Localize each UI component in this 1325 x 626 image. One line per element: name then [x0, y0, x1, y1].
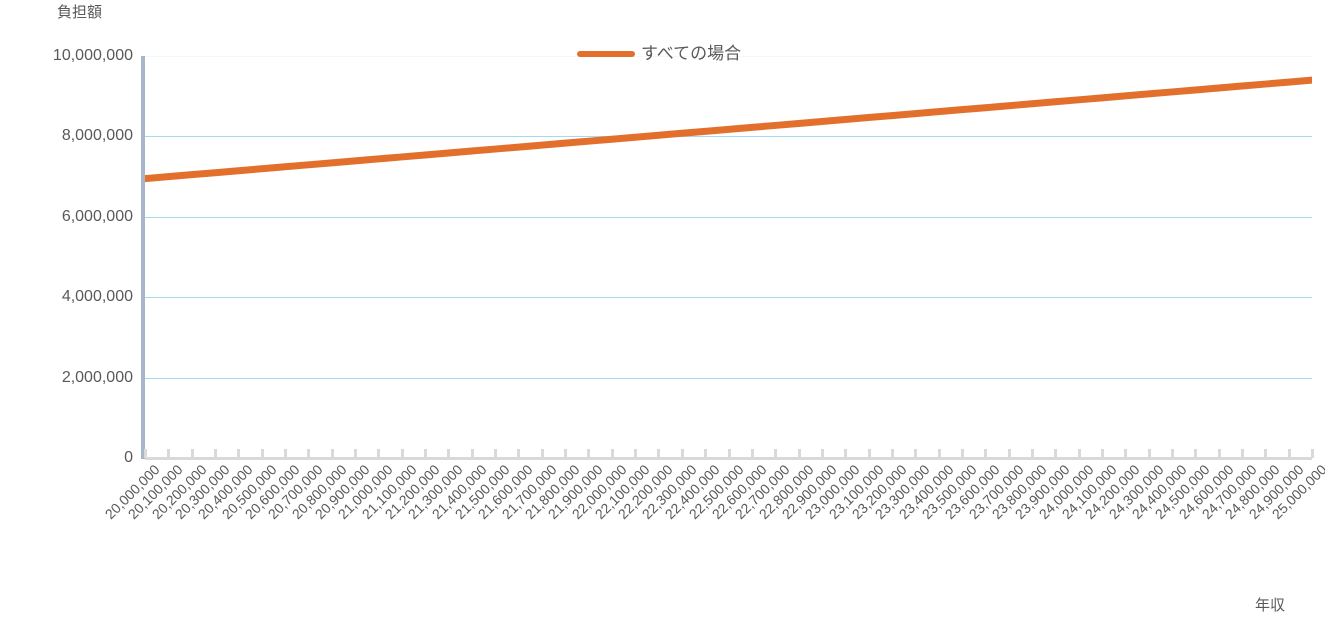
x-axis-tick: [680, 449, 684, 458]
x-axis-tick: [237, 449, 241, 458]
x-axis-tick: [260, 449, 264, 458]
x-axis-tick: [960, 449, 964, 458]
x-axis-tick: [494, 449, 498, 458]
x-axis-tick: [540, 449, 544, 458]
x-axis-tick: [377, 449, 381, 458]
gridline: [145, 297, 1312, 299]
x-axis-tick: [1007, 449, 1011, 458]
x-axis-tick: [354, 449, 358, 458]
x-axis-tick: [704, 449, 708, 458]
x-axis-tick: [1147, 449, 1151, 458]
gridline: [145, 136, 1312, 138]
x-axis-tick: [890, 449, 894, 458]
x-axis-tick: [517, 449, 521, 458]
series-line-すべての場合: [145, 76, 1312, 183]
x-axis-line: [145, 457, 1312, 460]
x-axis-tick: [1194, 449, 1198, 458]
y-axis-tick-label: 4,000,000: [61, 288, 133, 306]
legend-item-label: すべての場合: [641, 44, 742, 63]
plot-area: [145, 56, 1312, 459]
x-axis-tick: [1217, 449, 1221, 458]
x-axis-tick: [1077, 449, 1081, 458]
x-axis-tick: [914, 449, 918, 458]
x-axis-tick: [167, 449, 171, 458]
x-axis-tick: [1054, 449, 1058, 458]
x-axis-tick: [1030, 449, 1034, 458]
gridline: [145, 377, 1312, 379]
x-axis-tick: [330, 449, 334, 458]
gridline: [145, 216, 1312, 218]
x-axis-tick: [214, 449, 218, 458]
x-axis-tick: [307, 449, 311, 458]
y-axis-tick-label: 2,000,000: [61, 368, 133, 386]
x-axis-tick: [867, 449, 871, 458]
x-axis-tick: [424, 449, 428, 458]
x-axis-tick: [470, 449, 474, 458]
x-axis-tick: [400, 449, 404, 458]
x-axis-tick: [750, 449, 754, 458]
x-axis-tick-labels: 20,000,000 20,100,000 20,200,000 20,300,000…: [102, 461, 1325, 622]
x-axis-tick: [727, 449, 731, 458]
y-axis-tick-label: 10,000,000: [52, 47, 133, 64]
legend-line-marker-icon: [577, 51, 635, 57]
x-axis-tick: [657, 449, 661, 458]
gridline: [145, 56, 1312, 57]
x-axis-tick: [774, 449, 778, 458]
y-axis-tick-label: 6,000,000: [61, 207, 133, 225]
x-axis-tick: [820, 449, 824, 458]
x-axis-ticks: [144, 449, 1314, 458]
x-axis-tick: [1124, 449, 1128, 458]
x-axis-tick: [190, 449, 194, 458]
x-axis-tick: [447, 449, 451, 458]
x-axis-tick: [797, 449, 801, 458]
y-axis-line: [141, 56, 145, 459]
y-axis-tick-labels: 0 2,000,000 4,000,000 6,000,000 8,000,000 10,…: [5, 0, 133, 626]
x-axis-tick: [1100, 449, 1104, 458]
x-axis-tick: [1240, 449, 1244, 458]
x-axis-tick: [844, 449, 848, 458]
x-axis-title: 年収: [1255, 597, 1286, 614]
x-axis-tick: [937, 449, 941, 458]
x-axis-tick: [144, 449, 147, 458]
x-axis-tick: [1170, 449, 1174, 458]
x-axis-tick: [610, 449, 614, 458]
x-axis-tick: [284, 449, 288, 458]
y-axis-title: 負担額: [57, 4, 103, 21]
x-axis-tick: [564, 449, 568, 458]
y-axis-tick-label: 0: [124, 449, 133, 466]
chart-legend[interactable]: すべての場合: [577, 40, 741, 68]
x-axis-tick: [587, 449, 591, 458]
x-axis-tick: [1287, 449, 1291, 458]
x-axis-tick: [1311, 449, 1314, 458]
y-axis-tick-label: 8,000,000: [61, 127, 133, 145]
x-axis-tick: [634, 449, 638, 458]
x-axis-tick: [1264, 449, 1268, 458]
x-axis-tick: [984, 449, 988, 458]
